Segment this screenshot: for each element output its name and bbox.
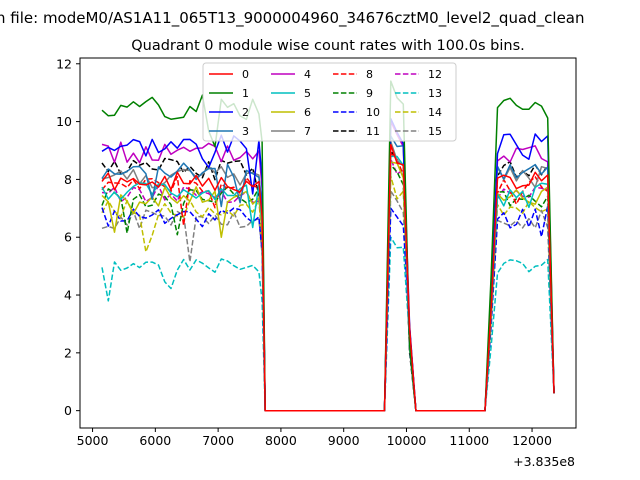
x-offset-label: +3.835e8	[513, 454, 575, 469]
x-tick-label: 12000	[512, 433, 552, 448]
legend-label-2: 2	[242, 106, 249, 119]
legend-label-1: 1	[242, 87, 249, 100]
legend-label-4: 4	[304, 68, 311, 81]
y-tick-label: 4	[64, 288, 72, 303]
x-axis: 5000 6000 7000 8000 9000 10000 11000 12000	[77, 428, 552, 448]
legend-box	[202, 62, 457, 142]
y-tick-label: 12	[56, 56, 72, 71]
y-axis: 0 2 4 6 8 10 12	[56, 56, 80, 418]
legend-label-0: 0	[242, 68, 249, 81]
x-tick-label: 5000	[77, 433, 109, 448]
x-tick-label: 7000	[202, 433, 234, 448]
chart-title: Quadrant 0 module wise count rates with …	[131, 38, 525, 54]
legend-label-10: 10	[366, 106, 380, 119]
legend-label-15: 15	[428, 125, 442, 138]
y-tick-label: 6	[64, 230, 72, 245]
x-tick-label: 8000	[265, 433, 297, 448]
x-tick-label: 6000	[139, 433, 171, 448]
legend-label-5: 5	[304, 87, 311, 100]
chart-suptitle: n file: modeM0/AS1A11_065T13_9000004960_…	[0, 9, 585, 28]
legend-label-3: 3	[242, 125, 249, 138]
x-tick-label: 10000	[387, 433, 427, 448]
series-line-8	[101, 152, 555, 412]
legend-label-9: 9	[366, 87, 373, 100]
y-tick-label: 0	[64, 403, 72, 418]
legend-label-8: 8	[366, 68, 373, 81]
legend-label-14: 14	[428, 106, 442, 119]
legend-label-12: 12	[428, 68, 442, 81]
y-tick-label: 2	[64, 345, 72, 360]
legend-label-13: 13	[428, 87, 442, 100]
legend-label-11: 11	[366, 125, 380, 138]
x-tick-label: 11000	[449, 433, 489, 448]
series-line-0	[101, 143, 555, 412]
y-tick-label: 8	[64, 172, 72, 187]
legend-label-6: 6	[304, 106, 311, 119]
series-layer	[101, 80, 555, 412]
x-tick-label: 9000	[328, 433, 360, 448]
y-tick-label: 10	[56, 114, 72, 129]
legend-label-7: 7	[304, 125, 311, 138]
plot-frame	[79, 57, 577, 429]
